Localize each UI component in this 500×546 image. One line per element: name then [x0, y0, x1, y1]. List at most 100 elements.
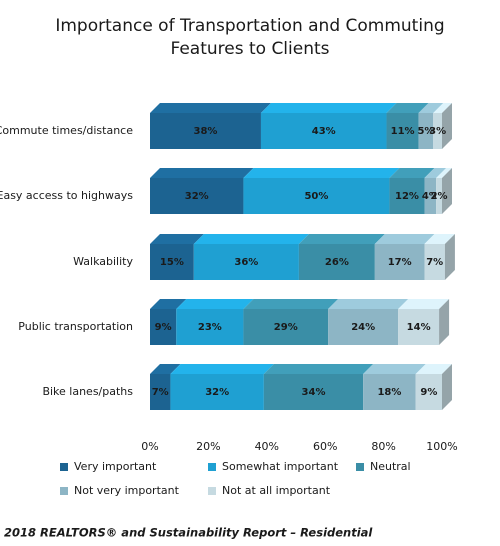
value-label: 36%	[234, 257, 258, 268]
bar-segment	[263, 374, 364, 410]
legend-label: Neutral	[370, 460, 411, 473]
value-label: 32%	[185, 191, 209, 202]
value-label: 9%	[155, 322, 172, 333]
legend-label: Not at all important	[222, 484, 331, 497]
value-label: 26%	[325, 257, 349, 268]
x-tick-label: 60%	[313, 440, 337, 453]
bar-side	[444, 234, 455, 280]
value-label: 4%	[422, 191, 439, 202]
bar-side	[442, 168, 452, 214]
bar-top	[243, 299, 339, 309]
category-label: Walkability	[73, 255, 133, 268]
bar-side	[442, 103, 452, 149]
legend-swatch	[208, 487, 216, 495]
bar-top	[398, 299, 450, 309]
bar-top	[424, 234, 455, 244]
value-label: 34%	[302, 387, 326, 398]
bar-top	[150, 103, 271, 113]
bar-top	[243, 168, 400, 178]
value-label: 14%	[407, 322, 431, 333]
bar-top	[433, 103, 452, 113]
value-label: 9%	[420, 387, 437, 398]
legend-label: Very important	[74, 460, 157, 473]
legend-swatch	[60, 463, 68, 471]
bar-segment	[415, 374, 442, 410]
bar-top	[415, 364, 452, 374]
bar-segment	[193, 244, 299, 280]
bar-segment	[424, 244, 445, 280]
bar-segment	[150, 374, 171, 410]
bar-segment	[374, 244, 425, 280]
value-label: 2%	[431, 191, 448, 202]
legend-swatch	[60, 487, 68, 495]
chart-title: Importance of Transportation and Commuti…	[55, 16, 444, 36]
bar-segment	[418, 113, 434, 149]
legend-label: Somewhat important	[222, 460, 339, 473]
bar-segment	[328, 309, 399, 345]
value-label: 7%	[426, 257, 443, 268]
bar-top	[150, 364, 181, 374]
bar-segment	[398, 309, 440, 345]
bar-side	[439, 299, 450, 345]
x-tick-label: 0%	[141, 440, 158, 453]
bar-segment	[433, 113, 442, 149]
bar-segment	[436, 178, 442, 214]
bar-segment	[389, 178, 425, 214]
bar-segment	[150, 113, 261, 149]
value-label: 18%	[377, 387, 401, 398]
bar-top	[418, 103, 444, 113]
bar-top	[436, 168, 452, 178]
bar-top	[374, 234, 435, 244]
category-label: Easy access to highways	[0, 189, 133, 202]
value-label: 7%	[152, 387, 169, 398]
bar-top	[389, 168, 435, 178]
bar-top	[263, 364, 374, 374]
value-label: 43%	[312, 126, 336, 137]
category-label: Commute times/distance	[0, 124, 133, 137]
bar-segment	[260, 113, 387, 149]
bar-top	[150, 168, 254, 178]
legend-swatch	[208, 463, 216, 471]
bar-top	[170, 364, 274, 374]
value-label: 3%	[429, 126, 446, 137]
x-tick-label: 100%	[426, 440, 457, 453]
bar-top	[424, 168, 447, 178]
value-label: 38%	[194, 126, 218, 137]
bar-segment	[150, 309, 177, 345]
bar-segment	[363, 374, 416, 410]
bar-segment	[386, 113, 419, 149]
x-tick-label: 80%	[371, 440, 395, 453]
bar-segment	[170, 374, 264, 410]
legend-swatch	[356, 463, 364, 471]
source-note: 2018 REALTORS® and Sustainability Report…	[4, 526, 373, 540]
bar-segment	[298, 244, 375, 280]
bar-top	[363, 364, 426, 374]
bar-top	[260, 103, 397, 113]
bar-segment	[150, 244, 194, 280]
bar-segment	[243, 309, 329, 345]
bar-top	[328, 299, 409, 309]
bar-top	[150, 234, 204, 244]
bar-top	[150, 299, 187, 309]
bar-segment	[150, 178, 244, 214]
category-label: Public transportation	[18, 320, 133, 333]
value-label: 15%	[160, 257, 184, 268]
bar-top	[298, 234, 385, 244]
bar-top	[386, 103, 429, 113]
bar-top	[176, 299, 254, 309]
x-tick-label: 20%	[196, 440, 220, 453]
value-label: 32%	[205, 387, 229, 398]
value-label: 23%	[198, 322, 222, 333]
bar-top	[193, 234, 309, 244]
category-label: Bike lanes/paths	[42, 385, 133, 398]
bar-segment	[243, 178, 390, 214]
value-label: 12%	[395, 191, 419, 202]
value-label: 5%	[417, 126, 434, 137]
chart-title: Features to Clients	[170, 39, 329, 59]
value-label: 11%	[391, 126, 415, 137]
value-label: 17%	[388, 257, 412, 268]
bar-segment	[176, 309, 244, 345]
bar-segment	[424, 178, 437, 214]
value-label: 29%	[274, 322, 298, 333]
